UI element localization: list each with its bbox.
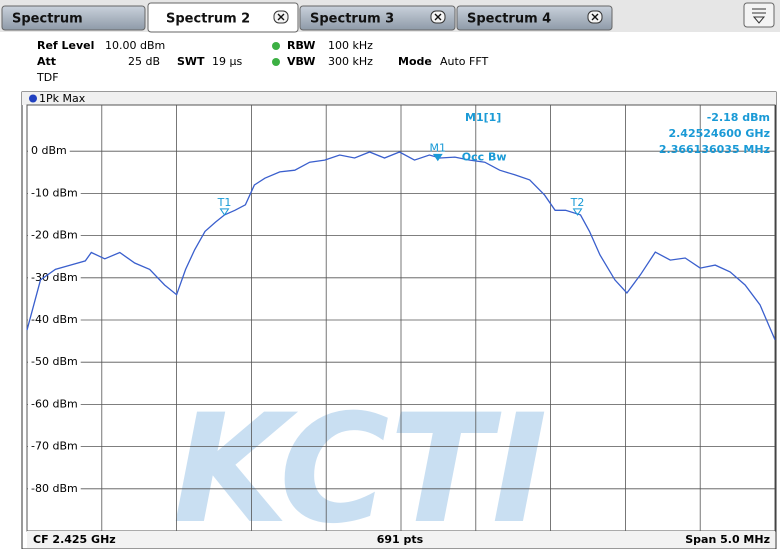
trace-indicator xyxy=(29,94,37,103)
tab-label: Spectrum 4 xyxy=(467,12,551,27)
tab-label: Spectrum xyxy=(12,12,83,27)
marker-label: T2 xyxy=(570,196,585,209)
mode-label: Mode xyxy=(398,55,432,68)
swt-label: SWT xyxy=(177,55,205,68)
y-tick-label: -80 dBm xyxy=(31,482,78,495)
rbw-indicator xyxy=(272,42,280,50)
trace-label: 1Pk Max xyxy=(39,92,86,105)
readout-frequency: 2.42524600 GHz xyxy=(668,127,770,140)
tab[interactable] xyxy=(456,5,613,31)
watermark: KCTI xyxy=(173,383,548,549)
y-tick-label-bg xyxy=(28,270,81,285)
ref-level: 10.00 dBm xyxy=(105,39,165,52)
footer-center: 691 pts xyxy=(377,533,424,546)
y-tick-label-bg xyxy=(28,439,81,454)
y-tick-label: -50 dBm xyxy=(31,355,78,368)
tab-close-glyph xyxy=(277,13,285,21)
mode: Auto FFT xyxy=(440,55,488,68)
marker xyxy=(432,153,443,162)
swt: 19 µs xyxy=(212,55,242,68)
menu-icon[interactable] xyxy=(743,2,775,28)
y-tick-label: -70 dBm xyxy=(31,440,78,453)
rbw-label: RBW xyxy=(287,39,315,52)
tab-close-glyph xyxy=(591,13,599,21)
y-tick-label: -10 dBm xyxy=(31,186,78,199)
vbw-label: VBW xyxy=(287,55,315,68)
att-label: Att xyxy=(37,55,56,68)
trace-header xyxy=(22,92,776,105)
rbw: 100 kHz xyxy=(328,39,373,52)
tab-close-glyph xyxy=(434,13,442,21)
occ-bw-label: Occ Bw xyxy=(462,150,507,163)
y-tick-label-bg xyxy=(28,397,81,412)
trace xyxy=(26,151,776,341)
readout-name: M1[1] xyxy=(465,111,501,124)
tab-label: Spectrum 2 xyxy=(166,12,250,27)
y-tick-label-bg xyxy=(28,355,81,370)
y-tick-label: -60 dBm xyxy=(31,397,78,410)
ref-level-label: Ref Level xyxy=(37,39,94,52)
footer-right: Span 5.0 MHz xyxy=(685,533,770,546)
tab[interactable] xyxy=(147,2,299,33)
tab[interactable] xyxy=(1,5,146,31)
y-tick-label: -40 dBm xyxy=(31,313,78,326)
readout-level: -2.18 dBm xyxy=(707,111,770,124)
marker-label: T1 xyxy=(217,196,232,209)
readout-occ-bw: 2.366136035 MHz xyxy=(659,143,770,156)
footer xyxy=(27,531,775,548)
tab[interactable] xyxy=(299,5,456,31)
vbw: 300 kHz xyxy=(328,55,373,68)
y-tick-label-bg xyxy=(28,186,81,201)
y-tick-label-bg xyxy=(28,481,81,496)
marker xyxy=(572,208,583,216)
y-tick-label-bg xyxy=(28,228,81,243)
att: 25 dB xyxy=(128,55,160,68)
y-tick-label: -30 dBm xyxy=(31,271,78,284)
marker xyxy=(219,208,230,216)
tab-label: Spectrum 3 xyxy=(310,12,394,27)
y-tick-label: 0 dBm xyxy=(31,144,67,157)
marker-label: M1 xyxy=(430,141,447,154)
menu-icon-glyph xyxy=(752,8,766,24)
vbw-indicator xyxy=(272,58,280,66)
tdf: TDF xyxy=(36,71,59,84)
y-tick-label-bg xyxy=(28,313,81,327)
y-tick-label-bg xyxy=(28,144,70,159)
y-tick-label: -20 dBm xyxy=(31,229,78,242)
footer-left: CF 2.425 GHz xyxy=(33,533,116,546)
